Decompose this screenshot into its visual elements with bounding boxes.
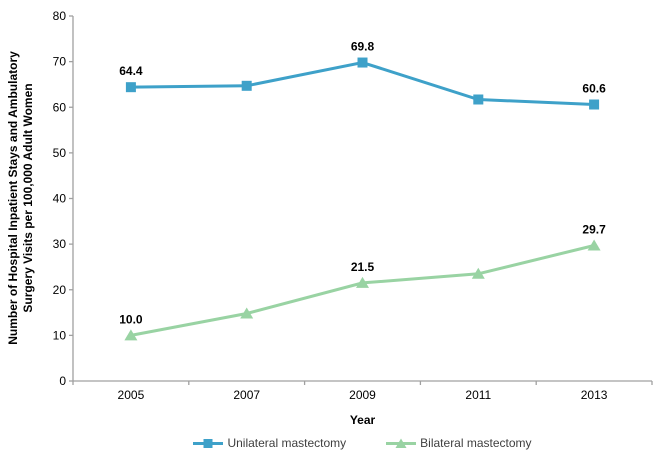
- x-tick-label: 2013: [581, 388, 608, 402]
- data-point-label: 64.4: [119, 64, 143, 78]
- line-square-marker-icon: [193, 438, 224, 448]
- data-point-marker: [587, 239, 601, 251]
- data-point-label: 60.6: [582, 82, 606, 96]
- data-point-marker: [125, 82, 136, 93]
- legend-item-bilateral: Bilateral mastectomy: [386, 436, 532, 450]
- data-point-label: 69.8: [351, 40, 375, 54]
- data-point-marker: [471, 267, 485, 279]
- data-point-marker: [241, 80, 252, 91]
- data-point-marker: [473, 94, 484, 105]
- series-bilateral: 10.0 21.5 29.7: [119, 222, 606, 341]
- x-tick-label: 2011: [465, 388, 491, 402]
- line-triangle-marker-icon: [386, 438, 417, 448]
- data-point-label: 21.5: [351, 260, 375, 274]
- x-tick-label: 2005: [118, 388, 145, 402]
- y-tick-label: 60: [53, 100, 67, 114]
- y-tick-label: 30: [53, 237, 67, 251]
- data-point-marker: [124, 329, 138, 341]
- x-tick-label: 2009: [349, 388, 376, 402]
- x-tick-label: 2007: [233, 388, 260, 402]
- legend-item-unilateral: Unilateral mastectomy: [193, 436, 346, 450]
- data-point-marker: [589, 99, 600, 110]
- data-point-marker: [240, 307, 254, 319]
- series-line: [130, 60, 595, 107]
- y-tick-label: 80: [53, 9, 67, 23]
- data-point-marker: [357, 57, 368, 68]
- data-point-label: 10.0: [119, 312, 143, 326]
- data-point-label: 29.7: [582, 222, 606, 236]
- legend: Unilateral mastectomy Bilateral mastecto…: [73, 436, 652, 450]
- axes: 0 10 20 30 40 50 60 70 80 2005 2007 2009 2011 2013: [53, 9, 653, 402]
- series-unilateral: 64.4 69.8 60.6: [119, 40, 606, 110]
- y-tick-label: 10: [53, 328, 67, 342]
- legend-label-unilateral: Unilateral mastectomy: [227, 436, 347, 450]
- chart-plot: 0 10 20 30 40 50 60 70 80 2005 2007 2009 2011 2013 64.…: [53, 9, 653, 402]
- y-tick-label: 70: [53, 55, 67, 69]
- legend-label-bilateral: Bilateral mastectomy: [420, 436, 532, 450]
- y-tick-label: 40: [53, 192, 67, 206]
- y-tick-label: 0: [59, 374, 66, 388]
- x-axis-title: Year: [349, 413, 376, 427]
- y-tick-label: 50: [53, 146, 67, 160]
- y-tick-label: 20: [53, 283, 67, 297]
- data-point-marker: [356, 276, 369, 288]
